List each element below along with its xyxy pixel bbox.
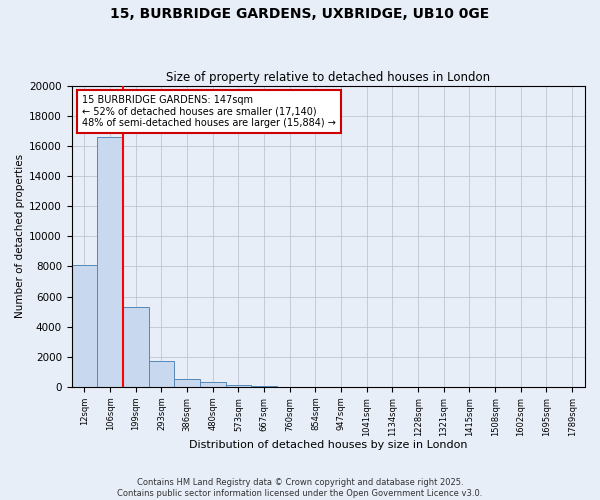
X-axis label: Distribution of detached houses by size in London: Distribution of detached houses by size … (189, 440, 467, 450)
Bar (251, 386, 277, 387)
Bar (71, 265, 97, 387)
Bar (200, 382, 226, 387)
Bar (149, 362, 175, 387)
Y-axis label: Number of detached properties: Number of detached properties (15, 154, 25, 318)
Text: 15, BURBRIDGE GARDENS, UXBRIDGE, UB10 0GE: 15, BURBRIDGE GARDENS, UXBRIDGE, UB10 0G… (110, 8, 490, 22)
Bar (175, 380, 200, 387)
Bar (226, 384, 251, 387)
Text: Contains HM Land Registry data © Crown copyright and database right 2025.
Contai: Contains HM Land Registry data © Crown c… (118, 478, 482, 498)
Bar (97, 137, 123, 387)
Title: Size of property relative to detached houses in London: Size of property relative to detached ho… (166, 72, 490, 85)
Text: 15 BURBRIDGE GARDENS: 147sqm
← 52% of detached houses are smaller (17,140)
48% o: 15 BURBRIDGE GARDENS: 147sqm ← 52% of de… (82, 94, 336, 128)
Bar (123, 307, 149, 387)
